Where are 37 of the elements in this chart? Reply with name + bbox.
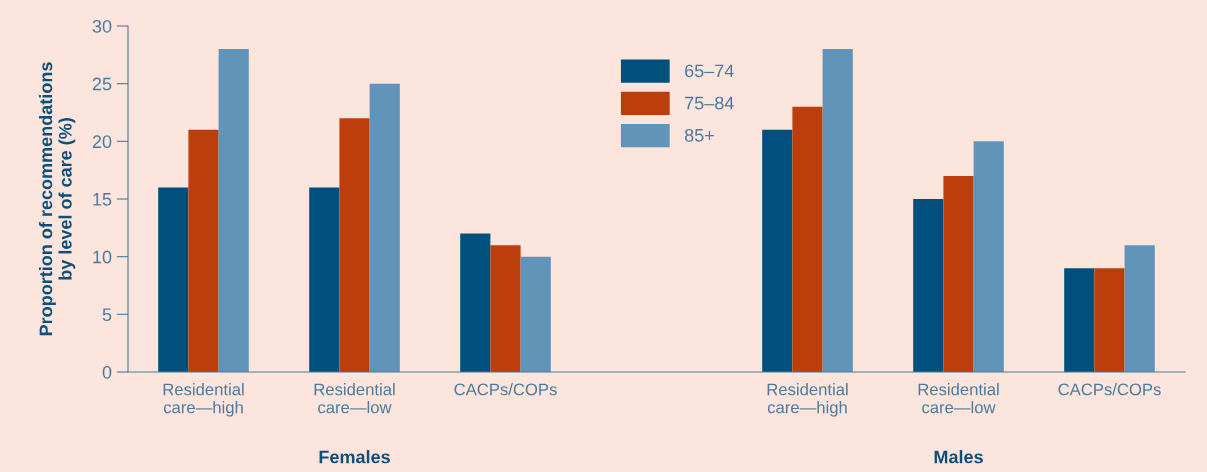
bar bbox=[188, 129, 219, 372]
x-tick-label: Residential care—high bbox=[767, 383, 848, 417]
bar bbox=[913, 199, 944, 372]
bar bbox=[1124, 245, 1155, 372]
text: Males bbox=[934, 450, 983, 464]
text: Females bbox=[319, 450, 390, 464]
bar bbox=[490, 245, 521, 372]
x-tick-label: Residential care—high bbox=[163, 383, 244, 417]
bar bbox=[460, 233, 491, 372]
bar bbox=[520, 256, 551, 372]
y-tick-label: 10 bbox=[93, 250, 112, 264]
legend-label: 65–74 bbox=[685, 64, 734, 78]
bar bbox=[339, 118, 370, 372]
y-tick-label: 0 bbox=[102, 365, 112, 379]
y-tick-label: 15 bbox=[93, 193, 112, 206]
legend-label: 75–84 bbox=[685, 96, 734, 110]
bar bbox=[822, 49, 853, 372]
bar bbox=[1094, 268, 1125, 372]
bar bbox=[158, 187, 189, 372]
y-tick-label: 30 bbox=[92, 19, 112, 33]
bar bbox=[792, 106, 823, 372]
bar bbox=[762, 129, 793, 372]
y-tick-label: 20 bbox=[92, 135, 112, 149]
x-tick-label: Residential care—low bbox=[918, 383, 999, 414]
x-tick-label: Residential care—low bbox=[314, 383, 395, 414]
bar bbox=[943, 175, 974, 372]
y-tick-label: 5 bbox=[102, 308, 112, 322]
bar bbox=[369, 83, 400, 372]
y-axis-title: Proportion of recommendations by level of care (%) bbox=[39, 62, 76, 336]
bar bbox=[973, 141, 1004, 372]
x-tick-label: CACPs/COPs bbox=[454, 383, 557, 396]
legend-label: 85+ bbox=[684, 128, 714, 142]
bar bbox=[218, 49, 249, 372]
bar bbox=[309, 187, 340, 372]
y-tick-label: 25 bbox=[92, 77, 112, 91]
x-tick-label: CACPs/COPs bbox=[1058, 383, 1161, 396]
bar bbox=[1064, 268, 1095, 372]
